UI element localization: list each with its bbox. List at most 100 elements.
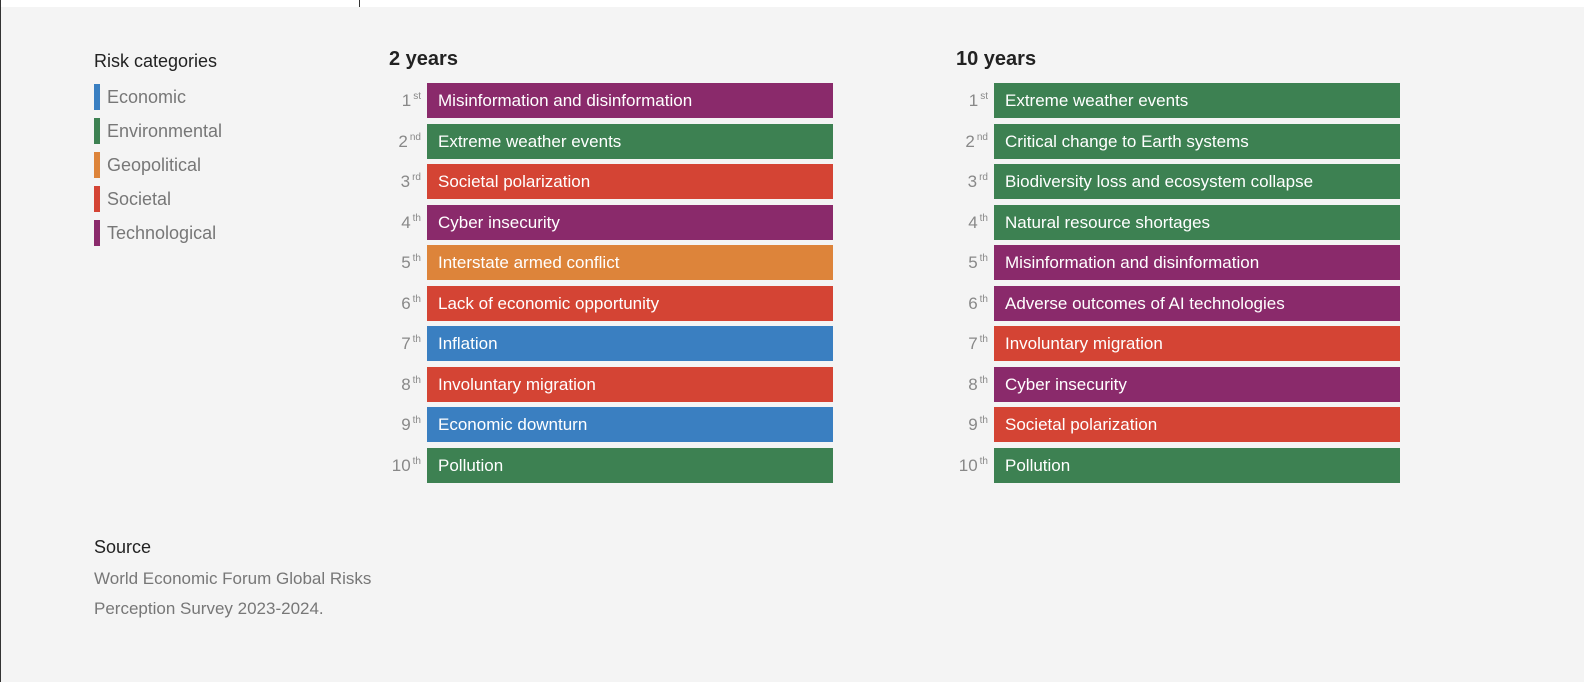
rank-suffix: th [979,415,988,426]
risk-bar: Extreme weather events [994,83,1400,118]
rank-suffix: th [979,334,988,345]
column-title: 2 years [389,48,458,70]
risk-bar: Societal polarization [994,407,1400,442]
rank-number: 4 [968,212,978,232]
legend-label: Societal [107,188,172,209]
legend-swatch [94,152,100,178]
rank-suffix: th [979,293,988,305]
rank-number: 6 [401,293,411,313]
legend-swatch [94,118,100,144]
source-note: Source World Economic Forum Global Risks… [94,537,371,624]
source-title: Source [94,537,152,557]
legend-item-geopolitical: Geopolitical [94,148,222,182]
source-line: World Economic Forum Global Risks [94,569,372,588]
risk-bar: Biodiversity loss and ecosystem collapse [994,164,1400,199]
risk-bar: Natural resource shortages [994,204,1400,240]
rank-suffix: th [412,455,421,467]
legend-label: Environmental [107,120,223,141]
rank-number: 5 [401,253,411,272]
rank-number: 8 [401,374,411,394]
legend-item-societal: Societal [94,182,222,216]
rank-suffix: th [412,293,421,305]
risk-bar: Involuntary migration [427,366,833,402]
rank-number: 9 [968,415,978,434]
rank-number: 10 [958,455,978,475]
rank-suffix: th [412,212,421,224]
top-divider [359,0,360,7]
rank-number: 5 [968,253,978,272]
rank-number: 4 [401,212,411,232]
rank-number: 7 [401,334,411,353]
rank-suffix: rd [979,172,988,183]
risk-bar: Economic downturn [427,407,833,442]
rank-suffix: th [412,374,421,386]
rank-suffix: th [979,253,988,264]
rank-suffix: th [412,334,421,345]
rank-suffix: nd [976,131,988,143]
risk-bar: Lack of economic opportunity [427,285,833,321]
risk-bar: Misinformation and disinformation [427,83,833,118]
risk-bar: Cyber insecurity [994,366,1400,402]
risk-bar: Adverse outcomes of AI technologies [994,285,1400,321]
rank-number: 9 [401,415,411,434]
source-line: Perception Survey 2023-2024. [94,599,324,618]
rank-number: 8 [968,374,978,394]
rank-number: 2 [965,131,975,151]
rank-suffix: th [979,212,988,224]
rank-number: 1 [401,91,412,110]
left-border [0,0,1,682]
legend-swatch [94,84,100,110]
top-strip [0,0,1584,7]
risk-bar: Pollution [994,447,1400,483]
legend-title: Risk categories [94,51,218,71]
rank-number: 3 [400,172,411,191]
rank-suffix: th [979,455,988,467]
legend-item-environmental: Environmental [94,114,222,148]
rank-number: 3 [967,172,978,191]
legend-swatch [94,186,100,212]
rank-number: 10 [391,455,411,475]
rank-number: 7 [968,334,978,353]
risk-bar: Interstate armed conflict [427,245,833,280]
risk-bar: Pollution [427,447,833,483]
rank-suffix: th [979,374,988,386]
risk-bar: Involuntary migration [994,326,1400,361]
legend-item-economic: Economic [94,80,222,114]
legend-item-technological: Technological [94,216,222,250]
risk-legend: Risk categories Economic Environmental Geo… [94,51,222,250]
risk-bar: Extreme weather events [427,123,833,159]
rank-number: 1 [968,91,979,110]
